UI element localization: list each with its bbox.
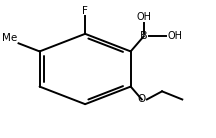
Text: OH: OH — [136, 12, 151, 22]
Text: F: F — [82, 6, 88, 16]
Text: Me: Me — [2, 33, 17, 43]
Text: OH: OH — [167, 31, 182, 41]
Text: O: O — [138, 94, 146, 104]
Text: B: B — [140, 31, 148, 41]
